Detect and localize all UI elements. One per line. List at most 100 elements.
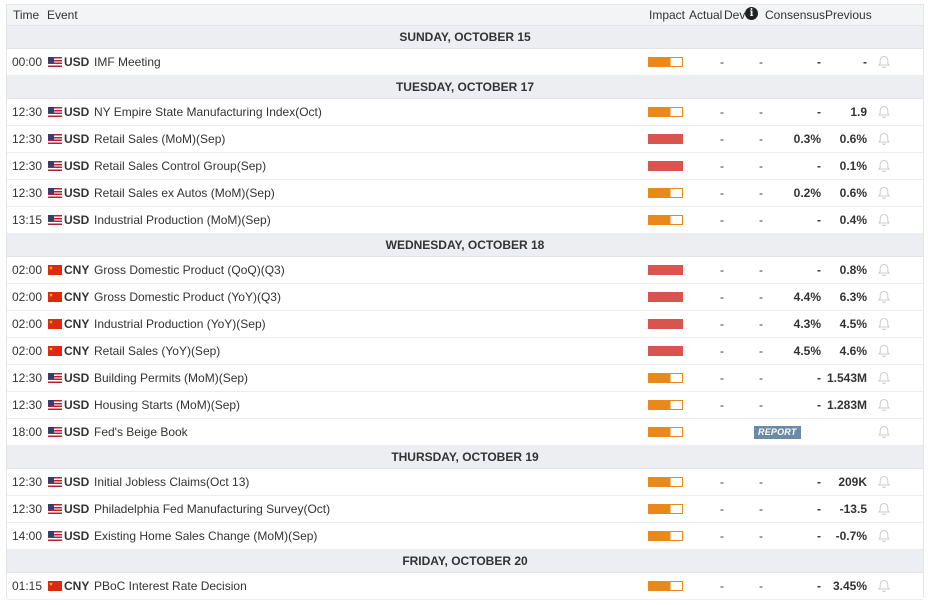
impact-bar [648,346,683,356]
event-name[interactable]: Industrial Production (MoM)(Sep) [94,213,271,227]
event-previous: 1.543M [826,371,867,385]
event-row[interactable]: 12:30 USD Building Permits (MoM)(Sep) - - -1.… [7,365,923,392]
event-name[interactable]: Existing Home Sales Change (MoM)(Sep) [94,529,318,543]
event-row[interactable]: 18:00 USD Fed's Beige Book REPORT [7,419,923,446]
bell-icon[interactable] [877,263,891,277]
event-name[interactable]: Initial Jobless Claims(Oct 13) [94,475,250,489]
bell-icon[interactable] [877,132,891,146]
bell-icon[interactable] [877,344,891,358]
event-currency: CNY [64,579,90,593]
event-actual: - [720,105,724,119]
event-name[interactable]: PBoC Interest Rate Decision [94,579,247,593]
event-row[interactable]: 12:30 USD Philadelphia Fed Manufacturing S… [7,496,923,523]
header-actual[interactable]: Actual [689,8,723,22]
event-currency: CNY [64,263,90,277]
event-name[interactable]: Retail Sales Control Group(Sep) [94,159,267,173]
bell-icon[interactable] [877,105,891,119]
report-badge[interactable]: REPORT [754,426,801,439]
bell-icon[interactable] [877,529,891,543]
event-previous: 0.1% [839,159,867,173]
bell-icon[interactable] [877,55,891,69]
event-name[interactable]: Philadelphia Fed Manufacturing Survey(Oc… [94,502,331,516]
header-dev[interactable]: Dev [724,8,746,22]
event-dev: - [759,213,763,227]
economic-calendar: Time Event Impact Actual Dev i Consensus… [6,4,924,600]
info-icon[interactable]: i [745,7,758,20]
event-row[interactable]: 02:00 CNY Gross Domestic Product (QoQ)(Q3)… [7,257,923,284]
event-name[interactable]: Building Permits (MoM)(Sep) [94,371,249,385]
event-name[interactable]: Gross Domestic Product (YoY)(Q3) [94,290,281,304]
bell-icon[interactable] [877,159,891,173]
bell-icon[interactable] [877,186,891,200]
calendar-body: SUNDAY, OCTOBER 15 00:00 USD IMF Meeting - - -… [7,26,923,600]
event-row[interactable]: 02:00 CNY Retail Sales (YoY)(Sep) - - 4.5% 4.6… [7,338,923,365]
event-consensus: - [817,55,821,69]
event-row[interactable]: 12:30 USD Initial Jobless Claims(Oct 13) - -… [7,469,923,496]
event-consensus: - [817,213,821,227]
event-dev: - [759,55,763,69]
event-currency: USD [64,159,90,173]
header-previous[interactable]: Previous [825,8,872,22]
event-time: 01:15 [12,579,43,593]
bell-icon[interactable] [877,290,891,304]
event-name[interactable]: Industrial Production (YoY)(Sep) [94,317,266,331]
event-row[interactable]: 12:30 USD NY Empire State Manufacturing In… [7,99,923,126]
event-name[interactable]: Retail Sales (MoM)(Sep) [94,132,226,146]
event-currency: CNY [64,290,90,304]
event-consensus: - [817,263,821,277]
header-time[interactable]: Time [13,8,40,22]
event-row[interactable]: 02:00 CNY Gross Domestic Product (YoY)(Q3)… [7,284,923,311]
bell-icon[interactable] [877,213,891,227]
event-actual: - [720,159,724,173]
event-row[interactable]: 12:30 USD Retail Sales ex Autos (MoM)(Sep)… [7,180,923,207]
event-row[interactable]: 02:00 CNY Industrial Production (YoY)(Sep)… [7,311,923,338]
event-consensus: 4.3% [793,317,821,331]
bell-icon[interactable] [877,579,891,593]
event-consensus: 0.2% [793,186,821,200]
day-header: SUNDAY, OCTOBER 15 [7,26,923,49]
us-flag-icon [48,427,62,437]
bell-icon[interactable] [877,475,891,489]
bell-icon[interactable] [877,425,891,439]
header-consensus[interactable]: Consensus [765,8,826,22]
event-time: 12:30 [12,398,43,412]
event-previous: 0.8% [839,263,867,277]
china-flag-icon [48,319,62,329]
event-row[interactable]: 01:15 CNY PBoC Interest Rate Decision - - -3.… [7,573,923,600]
event-name[interactable]: Fed's Beige Book [94,425,188,439]
event-dev: - [759,371,763,385]
event-row[interactable]: 12:30 USD Housing Starts (MoM)(Sep) - - -1.28… [7,392,923,419]
bell-icon[interactable] [877,502,891,516]
event-name[interactable]: Retail Sales ex Autos (MoM)(Sep) [94,186,275,200]
us-flag-icon [48,477,62,487]
event-row[interactable]: 12:30 USD Retail Sales (MoM)(Sep) - - 0.3% 0.6… [7,126,923,153]
event-name[interactable]: Gross Domestic Product (QoQ)(Q3) [94,263,285,277]
event-name[interactable]: IMF Meeting [94,55,161,69]
event-name[interactable]: Retail Sales (YoY)(Sep) [94,344,221,358]
impact-bar [648,57,683,67]
event-previous: 0.6% [839,132,867,146]
bell-icon[interactable] [877,398,891,412]
event-row[interactable]: 00:00 USD IMF Meeting - - - - [7,49,923,76]
impact-bar [648,400,683,410]
us-flag-icon [48,531,62,541]
bell-icon[interactable] [877,371,891,385]
event-name[interactable]: Housing Starts (MoM)(Sep) [94,398,241,412]
event-consensus: - [817,529,821,543]
event-row[interactable]: 12:30 USD Retail Sales Control Group(Sep) -… [7,153,923,180]
event-name[interactable]: NY Empire State Manufacturing Index(Oct) [94,105,322,119]
impact-bar [648,215,683,225]
event-dev: - [759,263,763,277]
event-actual: - [720,344,724,358]
header-event[interactable]: Event [47,8,78,22]
event-previous: 1.9 [850,105,867,119]
event-actual: - [720,213,724,227]
event-actual: - [720,317,724,331]
event-row[interactable]: 14:00 USD Existing Home Sales Change (MoM)… [7,523,923,550]
event-row[interactable]: 13:15 USD Industrial Production (MoM)(Sep)… [7,207,923,234]
bell-icon[interactable] [877,317,891,331]
event-time: 18:00 [12,425,43,439]
header-impact[interactable]: Impact [649,8,686,22]
event-previous: 4.5% [839,317,867,331]
impact-bar [648,161,683,171]
